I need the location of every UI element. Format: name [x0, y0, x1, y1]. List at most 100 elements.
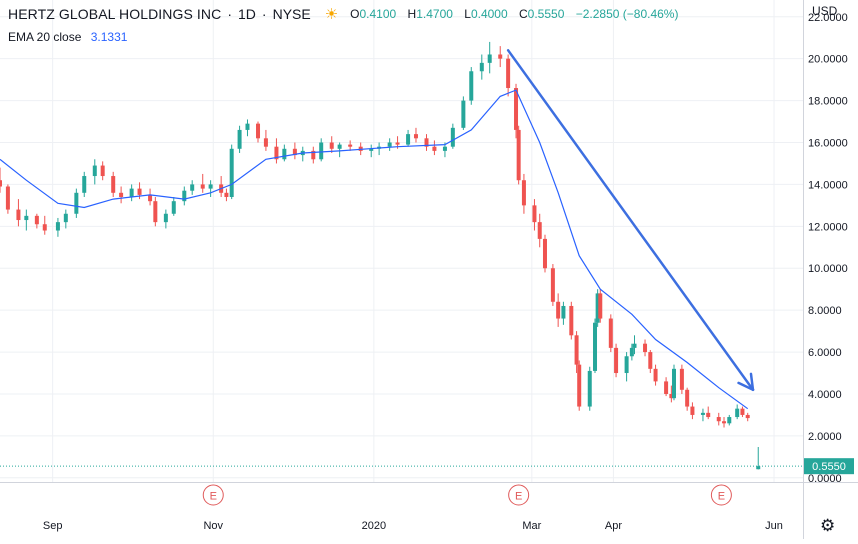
- candle-down: [516, 129, 521, 181]
- x-tick-label: Apr: [605, 520, 622, 532]
- candle-down: [200, 184, 205, 189]
- candle-up: [387, 142, 392, 147]
- candle-down: [664, 381, 669, 394]
- candle-up: [337, 144, 342, 149]
- candle-down: [542, 238, 547, 269]
- earnings-marker: [508, 484, 530, 506]
- candle-up: [756, 466, 761, 470]
- candle-down: [100, 165, 105, 177]
- candle-down: [153, 201, 158, 223]
- candle-up: [208, 184, 213, 189]
- candle-down: [569, 305, 574, 336]
- candle-down: [16, 209, 21, 221]
- ohlc-readout: O0.4100 H1.4700 L0.4000 C0.5550 −2.2850 …: [350, 7, 678, 21]
- gear-icon[interactable]: ⚙: [820, 516, 836, 535]
- candle-down: [148, 194, 153, 202]
- indicator-legend[interactable]: EMA 20 close 3.1331: [8, 30, 127, 44]
- separator: ·: [261, 6, 267, 22]
- high-label: H: [407, 7, 417, 21]
- candle-up: [700, 412, 705, 415]
- candle-up: [735, 408, 740, 418]
- candle-up: [587, 370, 592, 407]
- candle-down: [274, 146, 279, 160]
- candle-down: [598, 293, 603, 319]
- interval-label[interactable]: 1D: [238, 6, 256, 22]
- candle-down: [224, 192, 229, 197]
- candle-down: [537, 222, 542, 239]
- x-tick-label: Sep: [43, 520, 63, 532]
- symbol-title[interactable]: HERTZ GLOBAL HOLDINGS INC: [8, 6, 222, 22]
- candle-up: [129, 188, 134, 197]
- candle-up: [461, 100, 466, 128]
- y-tick-label: 8.0000: [808, 305, 842, 317]
- indicator-label[interactable]: EMA 20 close: [8, 30, 82, 44]
- currency-label[interactable]: USD: [812, 4, 838, 18]
- chart-header: HERTZ GLOBAL HOLDINGS INC · 1D · NYSE ☀ …: [8, 4, 678, 24]
- candle-down: [348, 144, 353, 147]
- high-value: 1.4700: [416, 7, 453, 21]
- y-tick-label: 4.0000: [808, 389, 842, 401]
- candle-down: [514, 88, 519, 130]
- close-label: C: [519, 7, 528, 21]
- candle-down: [498, 54, 503, 59]
- earnings-marker-label: E: [210, 491, 217, 503]
- candle-down: [653, 368, 658, 382]
- exchange-label: NYSE: [272, 6, 311, 22]
- candle-up: [406, 134, 411, 145]
- candle-down: [577, 364, 582, 407]
- candle-down: [263, 138, 268, 147]
- candle-up: [632, 343, 637, 348]
- candle-down: [722, 421, 727, 424]
- candle-up: [282, 148, 287, 160]
- candle-down: [119, 192, 124, 197]
- change-value: −2.2850 (−80.46%): [575, 7, 679, 21]
- y-tick-label: 0.0000: [808, 473, 842, 485]
- candle-down: [42, 224, 47, 231]
- candle-down: [740, 408, 745, 415]
- candle-up: [442, 146, 447, 151]
- open-label: O: [350, 7, 360, 21]
- y-tick-label: 10.0000: [808, 263, 848, 275]
- candle-up: [245, 123, 250, 130]
- sun-icon[interactable]: ☀: [324, 6, 339, 23]
- candle-down: [424, 138, 429, 147]
- candle-down: [550, 268, 555, 302]
- candle-up: [671, 368, 676, 399]
- earnings-marker-label: E: [515, 491, 522, 503]
- y-tick-label: 22.0000: [808, 12, 848, 24]
- trend-arrow-head: [737, 381, 755, 392]
- candle-up: [74, 192, 79, 214]
- low-label: L: [464, 7, 471, 21]
- candle-up: [163, 213, 168, 223]
- candle-down: [111, 176, 116, 193]
- candle-down: [643, 343, 648, 353]
- candle-down: [137, 188, 142, 195]
- x-tick-label: Nov: [203, 520, 223, 532]
- candle-up: [595, 293, 600, 323]
- candle-up: [55, 222, 60, 231]
- earnings-marker: [202, 484, 224, 506]
- candle-up: [629, 347, 634, 357]
- candle-up: [319, 142, 324, 160]
- candle-down: [745, 414, 750, 419]
- y-tick-label: 2.0000: [808, 431, 842, 443]
- candle-down: [556, 301, 561, 319]
- candle-up: [171, 201, 176, 214]
- candle-up: [469, 71, 474, 101]
- candle-up: [237, 129, 242, 149]
- candle-up: [450, 127, 455, 147]
- candle-down: [506, 58, 511, 89]
- candle-down: [413, 134, 418, 139]
- candle-down: [521, 180, 526, 206]
- low-value: 0.4000: [470, 7, 508, 21]
- candle-down: [432, 146, 437, 151]
- candle-down: [256, 123, 261, 139]
- last-price-badge: [804, 458, 854, 475]
- y-tick-label: 12.0000: [808, 221, 848, 233]
- candle-down: [5, 186, 10, 210]
- earnings-marker-label: E: [718, 491, 725, 503]
- candle-down: [395, 142, 400, 145]
- candle-down: [716, 417, 721, 422]
